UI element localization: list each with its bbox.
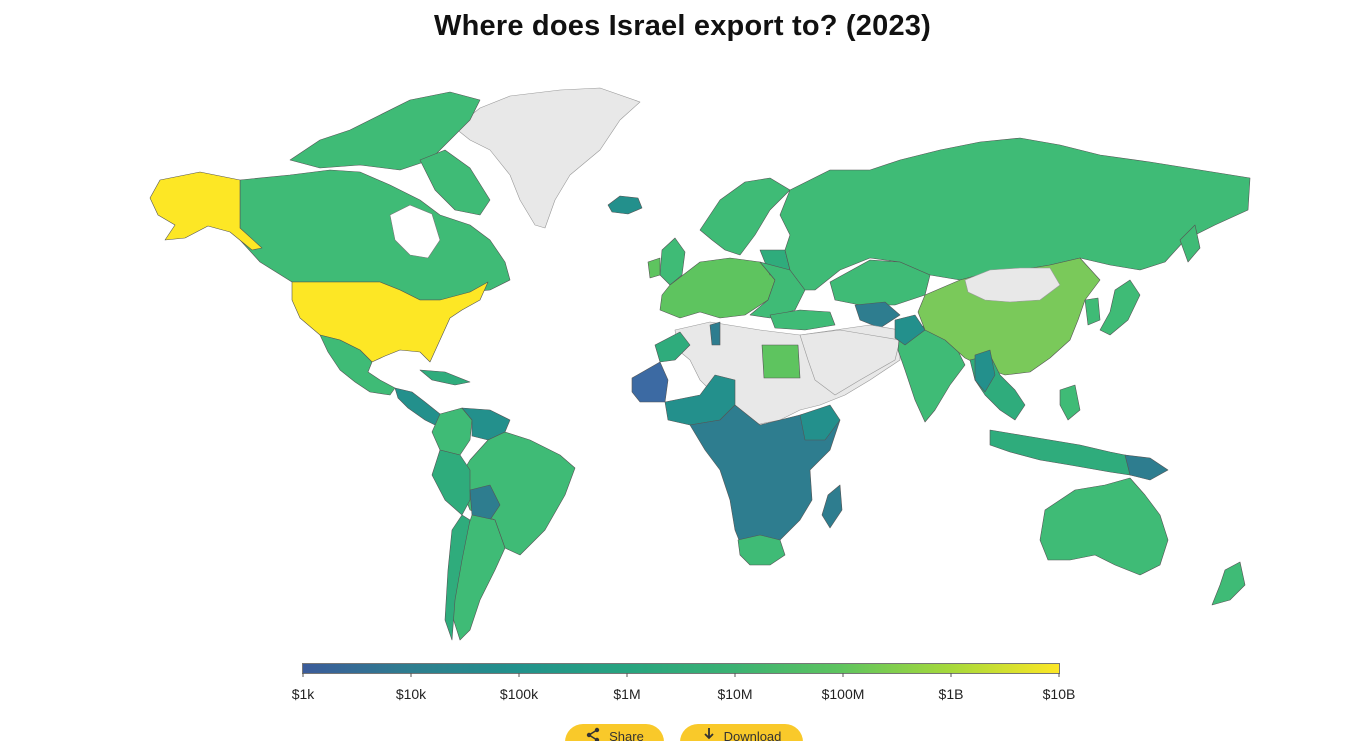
download-button[interactable]: Download bbox=[680, 724, 803, 741]
country-cuba[interactable] bbox=[419, 369, 471, 386]
country-chile[interactable] bbox=[444, 514, 471, 641]
legend-tick-label: $100M bbox=[821, 686, 865, 702]
legend-tick-label: $10B bbox=[1042, 686, 1076, 702]
country-south-africa[interactable] bbox=[737, 534, 786, 566]
country-canada-baffin[interactable] bbox=[419, 149, 491, 216]
country-canada-islands[interactable] bbox=[289, 91, 481, 171]
download-button-label: Download bbox=[723, 728, 782, 741]
country-usa-alaska[interactable] bbox=[149, 171, 263, 251]
legend-tick-label: $1M bbox=[613, 686, 641, 702]
share-button[interactable]: Share bbox=[565, 724, 664, 741]
country-egypt[interactable] bbox=[761, 344, 801, 379]
country-mauritania[interactable] bbox=[631, 361, 669, 403]
country-pakistan[interactable] bbox=[894, 314, 926, 346]
country-png[interactable] bbox=[1124, 454, 1169, 481]
country-uzbekistan[interactable] bbox=[854, 301, 901, 329]
legend-tick-label: $10k bbox=[395, 686, 427, 702]
country-central-africa[interactable] bbox=[689, 404, 841, 561]
country-korea[interactable] bbox=[1084, 297, 1101, 326]
country-tunisia[interactable] bbox=[709, 321, 721, 346]
country-madagascar[interactable] bbox=[821, 484, 843, 529]
country-mongolia-nodata[interactable] bbox=[964, 267, 1061, 303]
map-title: Where does Israel export to? (2023) bbox=[434, 10, 931, 42]
download-icon bbox=[702, 727, 716, 741]
world-map[interactable] bbox=[0, 0, 1365, 660]
country-peru[interactable] bbox=[431, 449, 471, 516]
country-greenland[interactable] bbox=[454, 87, 641, 229]
country-australia[interactable] bbox=[1039, 477, 1169, 576]
country-turkey[interactable] bbox=[769, 309, 836, 331]
country-russia[interactable] bbox=[779, 137, 1251, 291]
legend-tick-label: $1B bbox=[938, 686, 964, 702]
country-iceland[interactable] bbox=[607, 195, 643, 215]
country-arabia-nodata[interactable] bbox=[799, 329, 901, 396]
country-myanmar[interactable] bbox=[974, 349, 996, 393]
share-button-label: Share bbox=[609, 728, 644, 741]
country-ireland[interactable] bbox=[647, 257, 661, 279]
country-morocco[interactable] bbox=[654, 331, 691, 363]
hudson-bay bbox=[389, 204, 441, 259]
country-russia-kamchatka[interactable] bbox=[1179, 224, 1201, 263]
legend-tick-label: $1k bbox=[291, 686, 315, 702]
share-icon bbox=[585, 727, 601, 741]
legend-color-scale bbox=[302, 663, 1060, 677]
country-kenya[interactable] bbox=[799, 404, 841, 441]
country-scandinavia[interactable] bbox=[699, 177, 791, 256]
country-bolivia[interactable] bbox=[469, 484, 501, 521]
legend-tick-label: $10M bbox=[717, 686, 753, 702]
country-western-europe[interactable] bbox=[659, 257, 776, 319]
country-new-zealand[interactable] bbox=[1211, 561, 1246, 606]
country-philippines[interactable] bbox=[1059, 384, 1081, 421]
legend-tick-label: $100k bbox=[499, 686, 539, 702]
country-japan[interactable] bbox=[1099, 279, 1141, 336]
